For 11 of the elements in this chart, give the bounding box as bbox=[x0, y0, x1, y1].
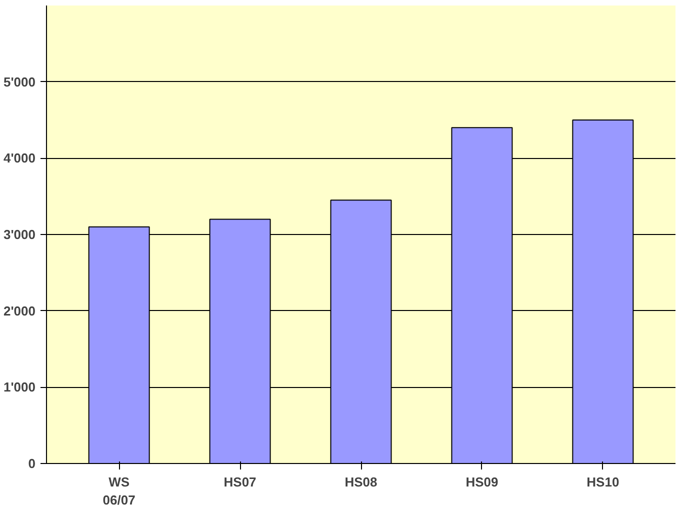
x-tick-label: HS08 bbox=[344, 474, 378, 490]
y-tick-label: 1'000 bbox=[3, 380, 36, 395]
x-tick-label: HS09 bbox=[466, 474, 498, 490]
x-tick-label: HS07 bbox=[224, 474, 256, 490]
y-tick-label: 3'000 bbox=[3, 227, 36, 242]
x-tick-label: HS10 bbox=[586, 474, 620, 490]
y-tick-label: 5'000 bbox=[3, 74, 36, 90]
y-tick-label: 0 bbox=[28, 456, 36, 471]
y-tick-label: 4'000 bbox=[3, 150, 36, 166]
x-tick-label: WS 06/07 bbox=[102, 474, 136, 508]
y-tick-label: 2'000 bbox=[3, 303, 36, 318]
